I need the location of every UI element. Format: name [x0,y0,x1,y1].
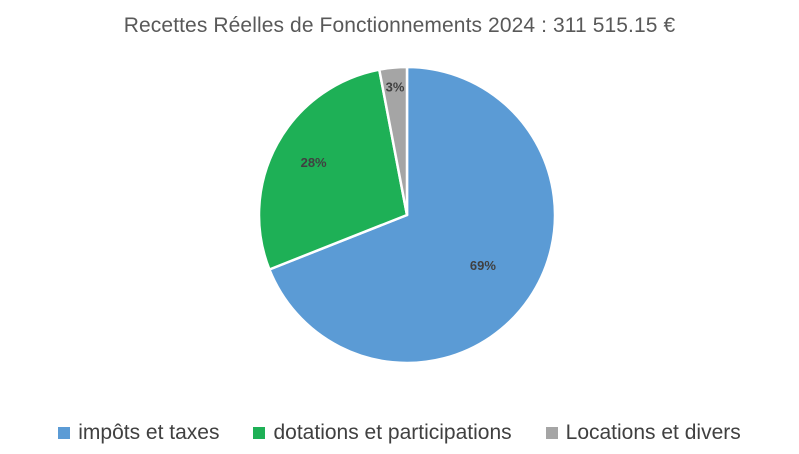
legend-swatch-impots [58,427,71,439]
data-label-locations: 3% [386,80,405,95]
pie-slice-locations [378,65,409,217]
legend-label-locations: Locations et divers [565,421,741,444]
legend-swatch-locations [545,427,558,439]
pie-slice-dotations [257,68,409,271]
data-label-dotations: 28% [301,155,327,170]
legend-label-dotations: dotations et participations [273,421,512,444]
data-label-impots: 69% [470,258,496,273]
legend-item-dotations: dotations et participations [253,421,512,445]
legend-label-impots: impôts et taxes [78,421,220,444]
chart-title: Recettes Réelles de Fonctionnements 2024… [123,14,676,37]
legend-swatch-dotations [253,427,266,439]
pie-slice-impots [268,65,557,365]
legend-item-impots: impôts et taxes [58,421,219,445]
legend: impôts et taxes dotations et participati… [0,421,799,445]
legend-item-locations: Locations et divers [545,421,741,445]
